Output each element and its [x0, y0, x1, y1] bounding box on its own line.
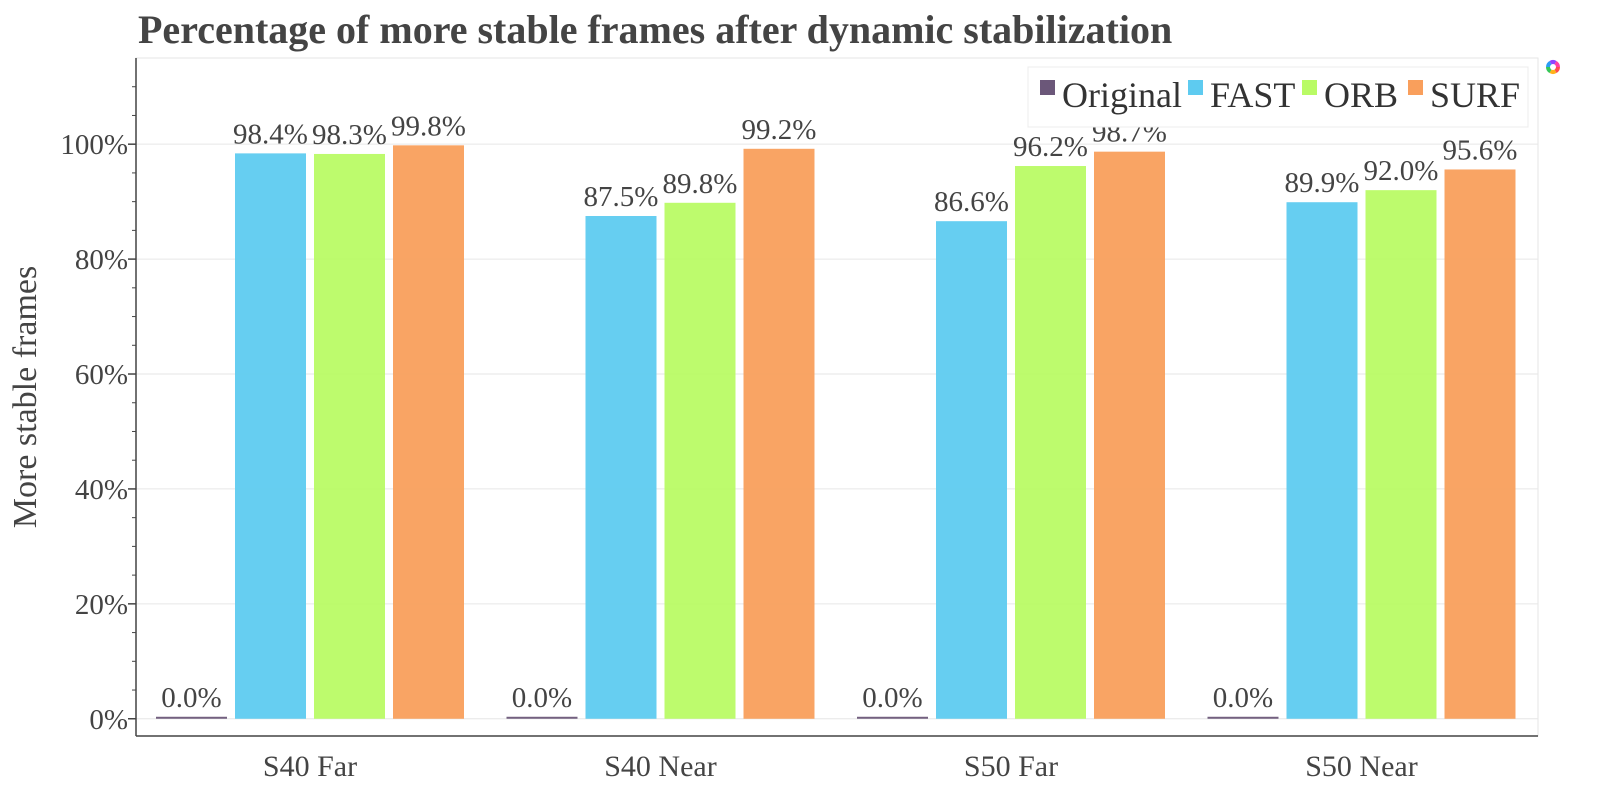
- legend-swatch[interactable]: [1040, 80, 1055, 95]
- legend-label[interactable]: SURF: [1430, 75, 1520, 115]
- bar: [235, 153, 306, 719]
- data-label: 0.0%: [1213, 682, 1273, 714]
- bar: [393, 145, 464, 719]
- logo-icon: [1546, 60, 1560, 74]
- y-tick-label: 80%: [75, 244, 128, 276]
- bar: [936, 221, 1007, 719]
- bar: [506, 716, 578, 719]
- axes: [128, 57, 1539, 737]
- bar: [1015, 166, 1086, 719]
- data-label: 96.2%: [1013, 131, 1088, 163]
- bar: [1207, 716, 1279, 719]
- bar: [1365, 190, 1437, 719]
- data-label: 87.5%: [584, 181, 659, 213]
- bar: [1286, 202, 1358, 719]
- y-tick-labels: 0% 20% 40% 60% 80% 100%: [60, 129, 128, 736]
- legend-label[interactable]: ORB: [1324, 75, 1398, 115]
- data-label: 98.3%: [312, 119, 387, 151]
- x-tick-labels: S40 Far S40 Near S50 Far S50 Near: [263, 750, 1418, 783]
- data-label: 92.0%: [1364, 155, 1439, 187]
- legend-swatch[interactable]: [1302, 80, 1317, 95]
- logo-center: [1550, 64, 1556, 70]
- bar: [1094, 151, 1165, 719]
- data-label: 89.9%: [1285, 167, 1360, 199]
- bar: [664, 202, 736, 719]
- x-tick-label: S40 Near: [604, 750, 716, 783]
- logo-segment: [1549, 67, 1557, 74]
- data-label: 0.0%: [161, 682, 221, 714]
- legend-swatch[interactable]: [1408, 80, 1423, 95]
- data-label: 0.0%: [512, 682, 572, 714]
- y-tick-label: 60%: [75, 359, 128, 391]
- chart-title: Percentage of more stable frames after d…: [138, 7, 1172, 52]
- bars: [156, 145, 1516, 719]
- x-tick-label: S40 Far: [263, 750, 357, 783]
- y-tick-label: 20%: [75, 589, 128, 621]
- bar: [314, 153, 385, 719]
- bar: [585, 216, 657, 719]
- x-tick-label: S50 Far: [964, 750, 1058, 783]
- legend-swatch[interactable]: [1188, 80, 1203, 95]
- legend-label[interactable]: FAST: [1210, 75, 1295, 115]
- y-tick-label: 100%: [60, 129, 128, 161]
- data-labels: 0.0% 98.4% 98.3% 99.8% 0.0% 87.5% 89.8%99.2% 0.…: [161, 110, 1517, 713]
- legend[interactable]: Original FAST ORB SURF: [1027, 66, 1529, 128]
- data-label: 0.0%: [862, 682, 922, 714]
- data-label: 89.8%: [663, 168, 738, 200]
- x-tick-label: S50 Near: [1305, 750, 1417, 783]
- data-label: 99.8%: [391, 110, 466, 142]
- logo-segment: [1549, 60, 1557, 67]
- legend-label[interactable]: Original: [1062, 75, 1182, 115]
- legend-box: [1027, 66, 1529, 128]
- data-label: 98.4%: [233, 118, 308, 150]
- data-label: 99.2%: [742, 114, 817, 146]
- data-label: 86.6%: [934, 186, 1009, 218]
- y-tick-label: 40%: [75, 474, 128, 506]
- y-axis-label: More stable frames: [7, 266, 44, 528]
- bar: [743, 148, 815, 719]
- bar: [1444, 169, 1516, 719]
- data-label: 95.6%: [1443, 134, 1518, 166]
- bar: [857, 716, 928, 719]
- bar: [156, 716, 227, 719]
- y-tick-label: 0%: [89, 704, 128, 736]
